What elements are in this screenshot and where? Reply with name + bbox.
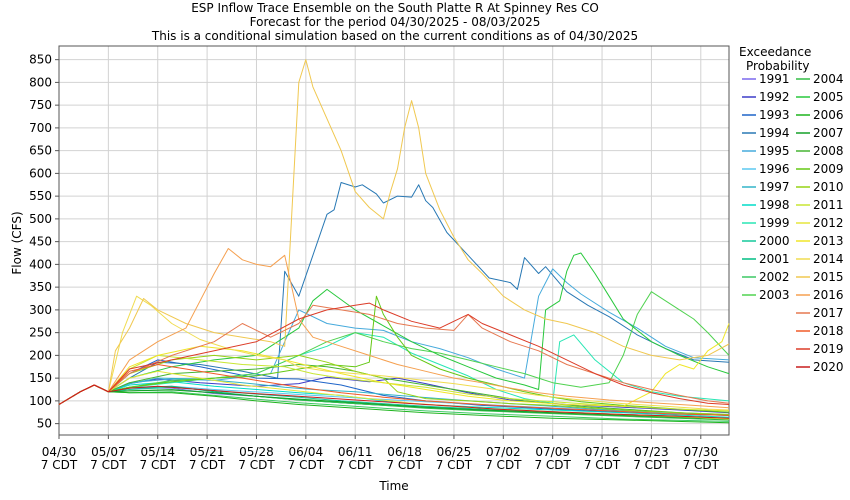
y-tick-label: 200	[29, 348, 52, 362]
legend-label-2004: 2004	[813, 72, 844, 86]
x-tick-sublabel: 7 CDT	[534, 458, 571, 472]
series-line-2015	[58, 59, 730, 405]
series-line-2008	[58, 364, 730, 416]
series-lines	[58, 59, 730, 424]
legend-label-2010: 2010	[813, 180, 844, 194]
legend-label-2011: 2011	[813, 198, 844, 212]
legend-label-2003: 2003	[759, 288, 790, 302]
x-tick-label: 07/23	[634, 445, 669, 459]
series-line-2014	[58, 295, 730, 411]
legend-label-2009: 2009	[813, 162, 844, 176]
x-tick-label: 07/16	[585, 445, 620, 459]
legend-label-2019: 2019	[813, 342, 844, 356]
legend-label-2001: 2001	[759, 252, 790, 266]
legend-label-2013: 2013	[813, 234, 844, 248]
y-tick-label: 850	[29, 53, 52, 67]
legend-label-2014: 2014	[813, 252, 844, 266]
y-tick-label: 50	[37, 417, 52, 431]
y-tick-label: 500	[29, 212, 52, 226]
legend-label-2007: 2007	[813, 126, 844, 140]
legend-label-2015: 2015	[813, 270, 844, 284]
x-tick-sublabel: 7 CDT	[90, 458, 127, 472]
legend-label-1994: 1994	[759, 126, 790, 140]
legend-label-2006: 2006	[813, 108, 844, 122]
x-tick-sublabel: 7 CDT	[436, 458, 473, 472]
x-tick-sublabel: 7 CDT	[140, 458, 177, 472]
x-tick-sublabel: 7 CDT	[485, 458, 522, 472]
y-tick-label: 800	[29, 75, 52, 89]
legend-label-1992: 1992	[759, 90, 790, 104]
chart-title: ESP Inflow Trace Ensemble on the South P…	[191, 1, 599, 15]
x-tick-label: 05/14	[140, 445, 175, 459]
x-tick-label: 05/28	[239, 445, 274, 459]
x-tick-label: 07/30	[683, 445, 718, 459]
series-line-1999	[58, 332, 730, 405]
y-axis-label: Flow (CFS)	[10, 211, 24, 274]
x-tick-label: 05/21	[190, 445, 225, 459]
legend-label-1997: 1997	[759, 180, 790, 194]
x-tick-label: 07/02	[486, 445, 521, 459]
legend-label-1996: 1996	[759, 162, 790, 176]
legend-label-1993: 1993	[759, 108, 790, 122]
y-tick-label: 450	[29, 235, 52, 249]
legend-label-1998: 1998	[759, 198, 790, 212]
y-tick-label: 400	[29, 257, 52, 271]
legend-label-1999: 1999	[759, 216, 790, 230]
y-tick-label: 250	[29, 326, 52, 340]
y-tick-label: 300	[29, 303, 52, 317]
plot-area-frame	[58, 45, 730, 436]
y-tick-label: 350	[29, 280, 52, 294]
series-line-1994	[58, 182, 730, 405]
x-tick-sublabel: 7 CDT	[41, 458, 78, 472]
series-line-2019	[58, 302, 730, 405]
legend-title-1: Exceedance	[739, 45, 811, 59]
legend-label-1995: 1995	[759, 144, 790, 158]
legend-label-2005: 2005	[813, 90, 844, 104]
x-tick-label: 05/07	[91, 445, 126, 459]
x-tick-label: 06/04	[289, 445, 324, 459]
x-axis-label: Time	[378, 479, 408, 493]
y-tick-label: 700	[29, 121, 52, 135]
x-tick-sublabel: 7 CDT	[683, 458, 720, 472]
x-tick-sublabel: 7 CDT	[337, 458, 374, 472]
legend-label-2012: 2012	[813, 216, 844, 230]
y-tick-label: 600	[29, 166, 52, 180]
x-tick-sublabel: 7 CDT	[288, 458, 325, 472]
legend-label-2020: 2020	[813, 360, 844, 374]
legend-label-2002: 2002	[759, 270, 790, 284]
x-tick-label: 07/09	[535, 445, 570, 459]
chart-subtitle: Forecast for the period 04/30/2025 - 08/…	[250, 15, 541, 29]
y-tick-label: 650	[29, 144, 52, 158]
y-axis-ticks: 50 100 150 200 250 300 350 400 450 500 550 600 650 70…	[29, 53, 59, 431]
x-tick-label: 06/18	[387, 445, 422, 459]
legend-label-1991: 1991	[759, 72, 790, 86]
x-tick-sublabel: 7 CDT	[633, 458, 670, 472]
series-line-2020	[58, 384, 730, 419]
legend-label-2018: 2018	[813, 324, 844, 338]
x-tick-sublabel: 7 CDT	[584, 458, 621, 472]
legend-label-2000: 2000	[759, 234, 790, 248]
chart-subtitle-2: This is a conditional simulation based o…	[151, 29, 638, 43]
series-line-2013	[58, 323, 730, 407]
x-tick-label: 04/30	[42, 445, 77, 459]
series-line-2003	[58, 291, 730, 405]
legend: 1991 1992 1993 1994 1995 1996 1997 1998 1999 2000…	[742, 72, 844, 374]
y-tick-label: 100	[29, 394, 52, 408]
x-tick-label: 06/25	[437, 445, 472, 459]
x-tick-sublabel: 7 CDT	[386, 458, 423, 472]
legend-label-2016: 2016	[813, 288, 844, 302]
x-tick-label: 06/11	[338, 445, 373, 459]
y-tick-label: 150	[29, 371, 52, 385]
x-tick-sublabel: 7 CDT	[238, 458, 275, 472]
legend-title-2: Probability	[746, 59, 809, 73]
y-tick-label: 750	[29, 98, 52, 112]
x-tick-sublabel: 7 CDT	[189, 458, 226, 472]
legend-label-2017: 2017	[813, 306, 844, 320]
y-tick-label: 550	[29, 189, 52, 203]
legend-label-2008: 2008	[813, 144, 844, 158]
